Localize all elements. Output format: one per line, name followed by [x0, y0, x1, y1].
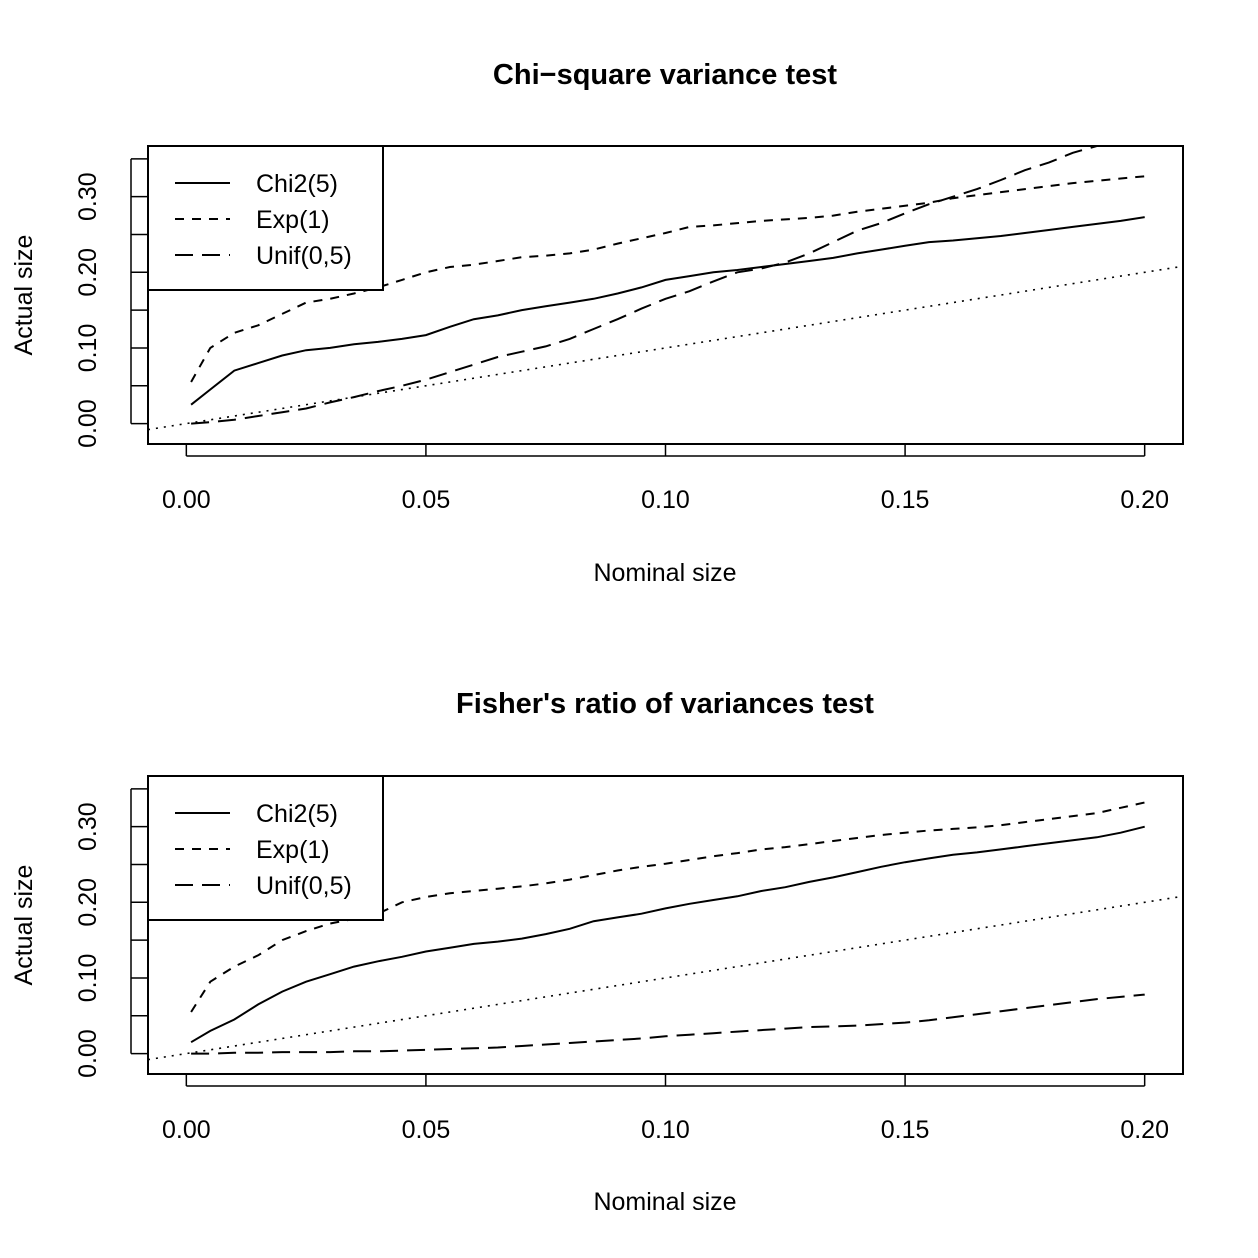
- x-tick-label: 0.00: [162, 1116, 211, 1144]
- plot-area: 0.00 0.05 0.10 0.15 0.20 0.00 0.10 0.20 0.30: [74, 146, 1183, 514]
- legend-label: Chi2(5): [256, 170, 338, 198]
- series-line-1: [190, 825, 1145, 1044]
- series-line-3: [191, 146, 1098, 425]
- y-axis-label: Actual size: [10, 235, 38, 356]
- x-tick-label: 0.10: [641, 1116, 690, 1144]
- x-tick-label: 0.20: [1120, 486, 1169, 514]
- y-tick-label: 0.00: [74, 399, 102, 448]
- x-tick-label: 0.15: [881, 1116, 930, 1144]
- x-tick-label: 0.05: [402, 486, 451, 514]
- series-line-3: [191, 993, 1145, 1055]
- x-axis-label: Nominal size: [593, 559, 736, 587]
- legend: Chi2(5) Exp(1) Unif(0,5): [147, 775, 384, 921]
- legend-label: Exp(1): [256, 836, 330, 864]
- series-line-1: [190, 216, 1145, 406]
- y-tick-label: 0.20: [74, 248, 102, 297]
- reference-line: [148, 265, 1183, 431]
- legend-box: [147, 775, 384, 921]
- y-tick-label: 0.30: [74, 172, 102, 221]
- x-tick-label: 0.05: [402, 1116, 451, 1144]
- y-tick-label: 0.20: [74, 878, 102, 927]
- legend-box: [147, 145, 384, 291]
- y-tick-label: 0.10: [74, 954, 102, 1003]
- x-axis-label: Nominal size: [593, 1188, 736, 1216]
- chart-panel-chi-square: Chi−square variance test Nominal size Ac…: [10, 59, 1184, 587]
- chart-panel-fisher: Fisher's ratio of variances test Nominal…: [10, 688, 1184, 1216]
- y-axis-label: Actual size: [10, 865, 38, 986]
- legend-label: Unif(0,5): [256, 242, 352, 270]
- plot-frame: [147, 145, 1184, 445]
- y-tick-label: 0.00: [74, 1029, 102, 1078]
- legend: Chi2(5) Exp(1) Unif(0,5): [147, 145, 384, 291]
- y-tick-label: 0.10: [74, 324, 102, 373]
- reference-line: [148, 895, 1183, 1061]
- y-tick-label: 0.30: [74, 802, 102, 851]
- series-line-2: [190, 175, 1145, 383]
- chart-title: Fisher's ratio of variances test: [456, 688, 874, 720]
- x-tick-label: 0.20: [1120, 1116, 1169, 1144]
- series-layer: [148, 146, 1183, 431]
- x-tick-label: 0.00: [162, 486, 211, 514]
- chart-title: Chi−square variance test: [493, 59, 837, 91]
- x-tick-label: 0.15: [881, 486, 930, 514]
- series-line-2: [190, 801, 1145, 1013]
- legend-label: Chi2(5): [256, 800, 338, 828]
- series-layer: [148, 801, 1183, 1061]
- legend-label: Exp(1): [256, 206, 330, 234]
- plot-frame: [147, 775, 1184, 1075]
- legend-label: Unif(0,5): [256, 872, 352, 900]
- x-tick-label: 0.10: [641, 486, 690, 514]
- plot-area: 0.00 0.05 0.10 0.15 0.20 0.00 0.10 0.20 0.30: [74, 788, 1183, 1144]
